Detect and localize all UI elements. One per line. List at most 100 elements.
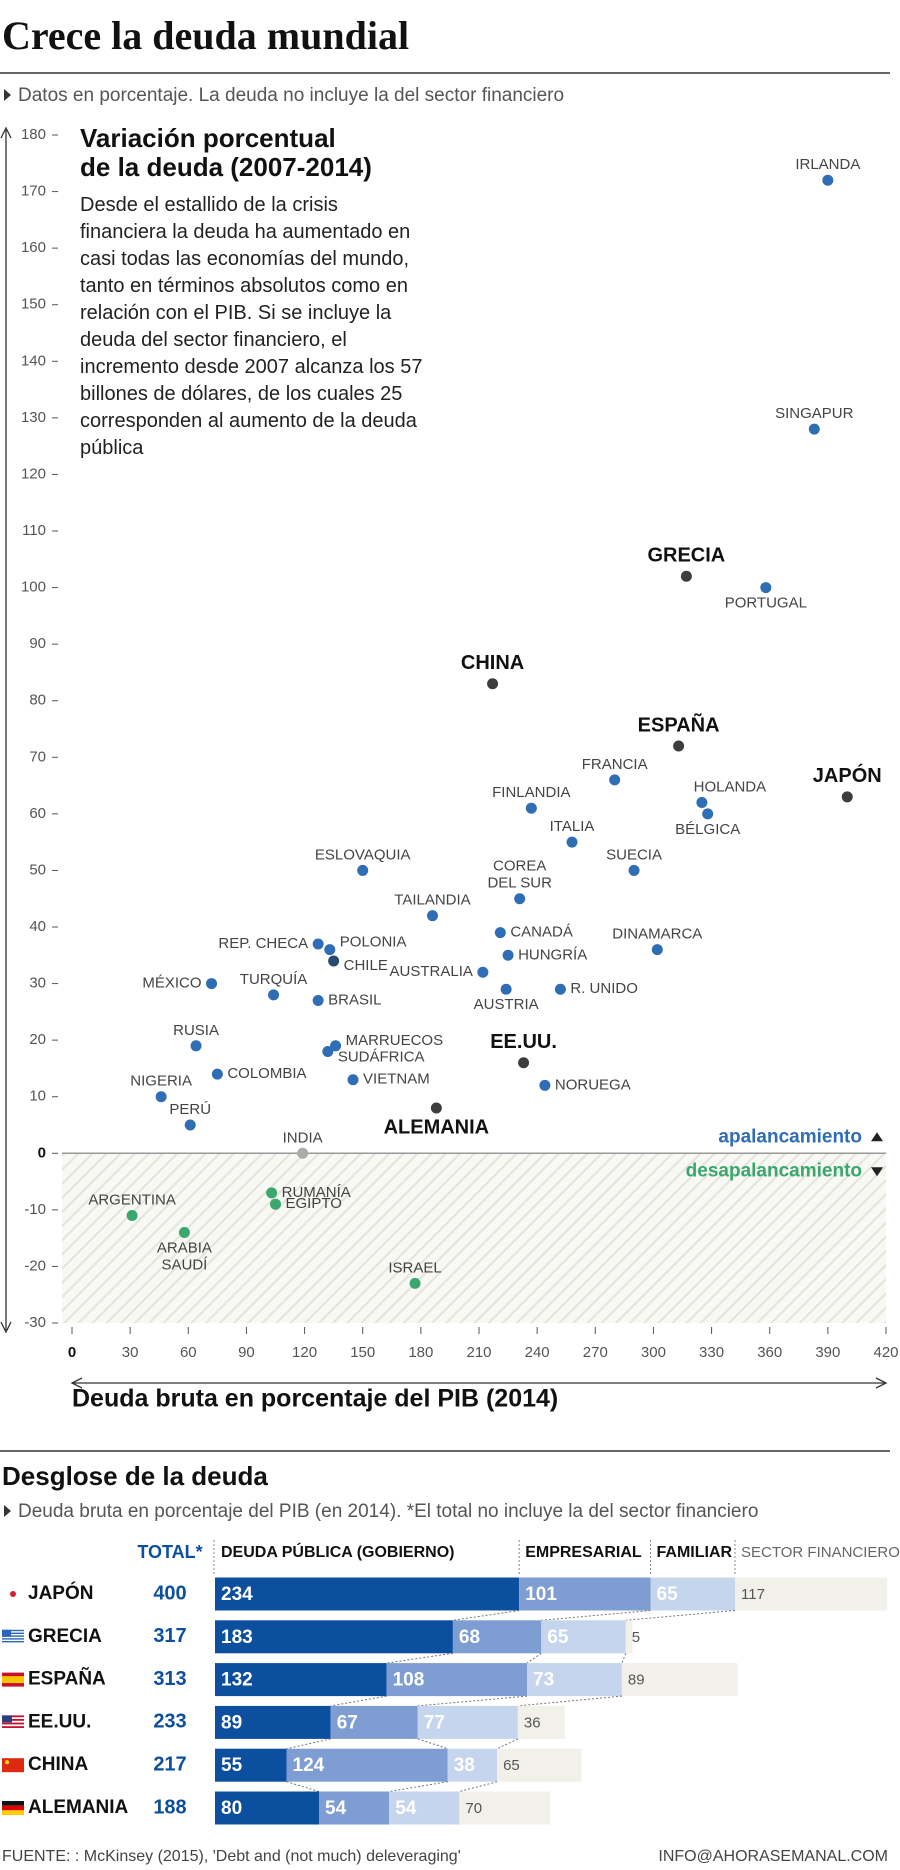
point — [525, 802, 537, 814]
point-label: JAPÓN — [813, 763, 882, 787]
point — [609, 774, 621, 786]
point-label: FRANCIA — [582, 756, 648, 773]
point — [312, 938, 324, 950]
y-tick-label: 70 — [29, 748, 46, 765]
page-subtitle: Datos en porcentaje. La deuda no incluye… — [18, 85, 564, 106]
segment-label: 77 — [424, 1712, 445, 1733]
arrow — [0, 1321, 12, 1334]
point — [347, 1074, 359, 1086]
point — [628, 864, 640, 876]
connector — [496, 1738, 519, 1750]
point — [126, 1210, 138, 1222]
flag — [2, 1641, 24, 1643]
y-tick-label: -10 — [24, 1201, 46, 1218]
y-tick-label: 160 — [21, 239, 46, 256]
point-label: ARGENTINA — [88, 1191, 176, 1208]
bar-chart: Desglose de la deuda Deuda bruta en porce… — [0, 1450, 900, 1825]
flag — [2, 1801, 24, 1806]
point-label: SAUDÍ — [161, 1256, 208, 1273]
connector — [526, 1652, 542, 1664]
point — [487, 678, 499, 690]
connector — [330, 1695, 387, 1707]
point-label: SINGAPUR — [775, 405, 854, 422]
segment-label: 5 — [632, 1629, 640, 1646]
segment-label: 67 — [337, 1712, 358, 1733]
connector — [541, 1610, 651, 1621]
bar-segment — [447, 1748, 498, 1782]
flag — [2, 1629, 11, 1637]
y-tick-label: 110 — [22, 522, 46, 539]
point — [808, 423, 820, 435]
point — [822, 174, 834, 186]
point — [266, 1187, 278, 1199]
flag — [2, 1715, 24, 1718]
point-label: MARRUECOS — [346, 1032, 444, 1049]
segment-label: 124 — [293, 1755, 325, 1776]
country-label: CHINA — [28, 1754, 88, 1775]
point-label: ISRAEL — [388, 1259, 441, 1276]
x-tick-label: 240 — [525, 1344, 550, 1361]
segment-label: 108 — [393, 1670, 425, 1691]
series-header: EMPRESARIAL — [525, 1544, 642, 1561]
series-header: DEUDA PÚBLICA (GOBIERNO) — [221, 1542, 454, 1561]
point-label: CHINA — [461, 652, 524, 674]
point — [494, 927, 506, 939]
point-label: TURQUÍA — [240, 971, 308, 988]
bullet — [4, 1505, 11, 1517]
point — [518, 1057, 530, 1069]
total-label: 400 — [153, 1582, 186, 1604]
point-label: BÉLGICA — [675, 821, 740, 838]
annotation-text: Desde el estallido de la crisis financie… — [80, 194, 423, 459]
flag — [2, 1805, 24, 1811]
bar-segment — [215, 1705, 331, 1739]
y-tick-label: 10 — [29, 1088, 46, 1105]
x-tick-label: 120 — [292, 1344, 317, 1361]
point-label: AUSTRALIA — [390, 963, 473, 980]
bar-segment — [459, 1791, 551, 1825]
bar-segment — [527, 1663, 622, 1697]
y-tick-label: 50 — [29, 861, 46, 878]
annotation-title: Variación porcentual — [80, 123, 336, 153]
point-label: MÉXICO — [142, 975, 201, 992]
total-label: 313 — [153, 1668, 186, 1690]
point-label: COREA — [493, 858, 546, 875]
segment-label: 38 — [454, 1755, 475, 1776]
segment-label: 68 — [459, 1627, 480, 1648]
point-label: FINLANDIA — [492, 784, 570, 801]
x-tick-label: 90 — [238, 1344, 255, 1361]
segment-label: 101 — [525, 1584, 557, 1605]
point — [409, 1277, 421, 1289]
point-label: CHILE — [344, 957, 388, 974]
point — [268, 989, 280, 1001]
point-label: ARABIA — [157, 1239, 212, 1256]
x-tick-label: 270 — [583, 1344, 608, 1361]
country-label: ESPAÑA — [28, 1668, 106, 1690]
point-label: ESPAÑA — [638, 713, 720, 736]
point — [500, 983, 512, 995]
bar-segment — [286, 1748, 448, 1782]
segment-label: 117 — [741, 1586, 765, 1603]
x-axis-title: Deuda bruta en porcentaje del PIB (2014) — [72, 1385, 558, 1413]
point-label: DINAMARCA — [612, 926, 702, 943]
point-label: RUSIA — [173, 1022, 219, 1039]
point — [841, 791, 853, 803]
bar-segment — [319, 1791, 390, 1825]
point — [554, 983, 566, 995]
x-tick-label: 420 — [873, 1344, 898, 1361]
series-header: FAMILIAR — [657, 1544, 733, 1561]
y-tick-label: 20 — [29, 1031, 46, 1048]
point — [696, 797, 708, 809]
point-label: HOLANDA — [694, 779, 767, 796]
flag — [2, 1632, 24, 1634]
flag — [10, 1591, 16, 1597]
y-tick-label: 80 — [29, 692, 46, 709]
total-label: 217 — [153, 1753, 186, 1775]
legend-label: apalancamiento — [718, 1126, 862, 1147]
connector — [417, 1695, 528, 1707]
arrow — [875, 1377, 888, 1389]
flag — [2, 1715, 12, 1723]
x-tick-label: 390 — [815, 1344, 840, 1361]
country-label: JAPÓN — [28, 1582, 93, 1604]
